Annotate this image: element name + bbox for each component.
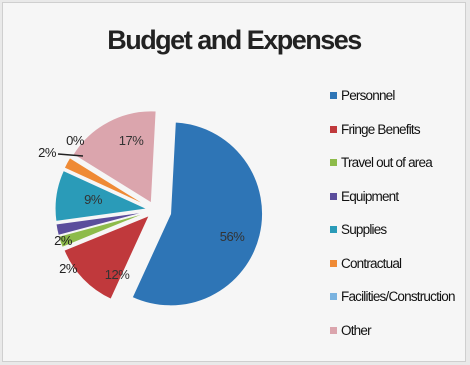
- legend-swatch: [330, 192, 337, 200]
- legend-swatch: [330, 293, 337, 300]
- legend-label: Travel out of area: [341, 155, 433, 170]
- legend-swatch: [330, 226, 337, 233]
- legend-swatch: [330, 92, 337, 99]
- legend-swatch: [330, 125, 337, 133]
- pie-slice-personnel: [131, 121, 264, 307]
- pie-slice-equipment: [55, 211, 148, 237]
- legend-label: Personnel: [341, 88, 395, 103]
- legend-item-fringe-benefits: Fringe Benefits: [330, 121, 421, 137]
- legend-swatch: [330, 159, 337, 166]
- legend-item-other: Other: [330, 322, 372, 338]
- legend-item-supplies: Supplies: [330, 222, 387, 237]
- pie-slice-supplies: [54, 169, 149, 222]
- data-label-other: 17%: [119, 133, 144, 148]
- data-label-facilities-construction: 0%: [66, 133, 85, 148]
- pie-slice-contractual: [63, 157, 149, 207]
- data-label-fringe-benefits: 12%: [105, 267, 130, 282]
- legend-label: Fringe Benefits: [341, 121, 421, 137]
- pie-slice-travel-out-of-area: [57, 212, 148, 248]
- legend-swatch: [330, 259, 337, 267]
- chart-title: Budget and Expenses: [107, 25, 362, 55]
- leader-line-contractual: [57, 153, 84, 157]
- pie-slice-fringe-benefits: [63, 214, 151, 300]
- legend-label: Contractual: [341, 255, 402, 271]
- legend-swatch: [330, 326, 337, 334]
- legend-item-personnel: Personnel: [330, 88, 395, 103]
- legend-label: Supplies: [341, 222, 387, 237]
- legend-label: Facilities/Construction: [341, 289, 455, 304]
- legend-label: Equipment: [341, 188, 399, 204]
- data-label-equipment: 2%: [54, 233, 73, 248]
- data-label-supplies: 9%: [84, 192, 103, 207]
- legend-item-travel-out-of-area: Travel out of area: [330, 155, 433, 170]
- legend-item-contractual: Contractual: [330, 255, 402, 271]
- legend-label: Other: [341, 322, 372, 338]
- data-label-personnel: 56%: [220, 229, 245, 244]
- pie-slice-other: [72, 110, 157, 204]
- data-label-contractual: 2%: [38, 145, 57, 160]
- legend-item-facilities-construction: Facilities/Construction: [330, 289, 455, 304]
- data-label-travel-out-of-area: 2%: [59, 261, 78, 276]
- legend-item-equipment: Equipment: [330, 188, 399, 204]
